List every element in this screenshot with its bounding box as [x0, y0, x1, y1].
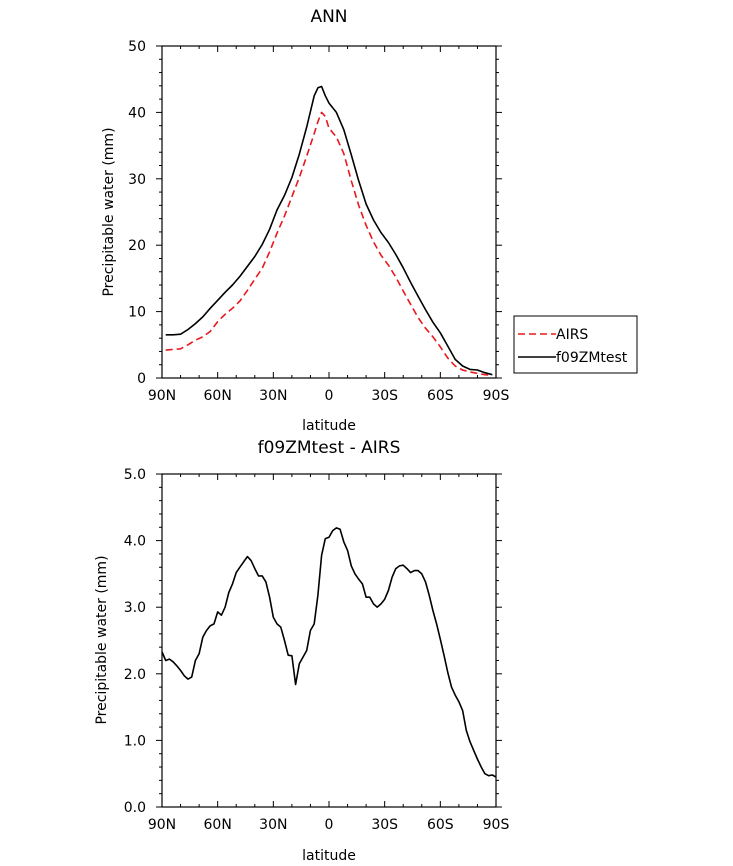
y-tick-label: 4.0	[124, 534, 146, 550]
y-tick-label: 5.0	[124, 467, 146, 483]
top-x-axis-label: latitude	[302, 418, 356, 434]
top-series-line-f09zmtest	[165, 85, 493, 376]
x-tick-label: 60S	[427, 388, 454, 404]
x-tick-label: 60N	[204, 817, 232, 833]
bottom-x-axis-label: latitude	[302, 848, 356, 864]
bottom-panel: f09ZMtest - AIRS 90N 60N 30N 0 30S 60S 90S 0.0…	[94, 438, 509, 864]
bottom-ticks	[156, 473, 502, 808]
top-panel: ANN 90N 60N 30N 0 30S 60S 90S 0 10 20 30 40 50 lati…	[101, 7, 638, 434]
x-tick-label: 60S	[427, 817, 454, 833]
top-series-line-airs	[165, 111, 493, 377]
bottom-series	[161, 527, 497, 778]
x-tick-label: 90S	[483, 817, 510, 833]
y-tick-label: 1.0	[124, 733, 146, 749]
x-tick-label: 90S	[483, 388, 510, 404]
bottom-plot-title: f09ZMtest - AIRS	[258, 438, 401, 458]
y-tick-label: 0	[137, 371, 146, 387]
x-tick-label: 30S	[371, 817, 398, 833]
top-y-axis-label: Precipitable water (mm)	[101, 127, 117, 296]
top-ticks	[156, 45, 502, 379]
legend-box	[513, 315, 638, 374]
x-tick-label: 90N	[148, 388, 176, 404]
x-tick-label: 30S	[371, 388, 398, 404]
y-tick-label: 40	[128, 105, 146, 121]
y-tick-label: 50	[128, 39, 146, 55]
y-tick-label: 10	[128, 305, 146, 321]
top-legend: AIRS f09ZMtest	[513, 315, 638, 374]
bottom-y-axis-label: Precipitable water (mm)	[94, 555, 110, 724]
x-tick-label: 60N	[204, 388, 232, 404]
top-plot-frame	[161, 45, 497, 379]
legend-label-airs: AIRS	[556, 327, 588, 343]
bottom-x-tick-labels: 90N 60N 30N 0 30S 60S 90S	[148, 817, 510, 833]
top-plot-title: ANN	[310, 7, 347, 27]
y-tick-label: 30	[128, 172, 146, 188]
top-x-tick-labels: 90N 60N 30N 0 30S 60S 90S	[148, 388, 510, 404]
bottom-plot-frame	[161, 473, 497, 808]
bottom-series-line-0	[161, 527, 497, 778]
legend-label-f09zmtest: f09ZMtest	[556, 350, 628, 366]
x-tick-label: 90N	[148, 817, 176, 833]
top-series	[165, 85, 493, 377]
x-tick-label: 0	[325, 388, 334, 404]
y-tick-label: 3.0	[124, 600, 146, 616]
y-tick-label: 0.0	[124, 800, 146, 816]
top-y-tick-labels: 0 10 20 30 40 50	[128, 39, 146, 387]
y-tick-label: 2.0	[124, 667, 146, 683]
x-tick-label: 0	[325, 817, 334, 833]
x-tick-label: 30N	[259, 817, 287, 833]
bottom-y-tick-labels: 0.0 1.0 2.0 3.0 4.0 5.0	[124, 467, 146, 816]
y-tick-label: 20	[128, 238, 146, 254]
x-tick-label: 30N	[259, 388, 287, 404]
